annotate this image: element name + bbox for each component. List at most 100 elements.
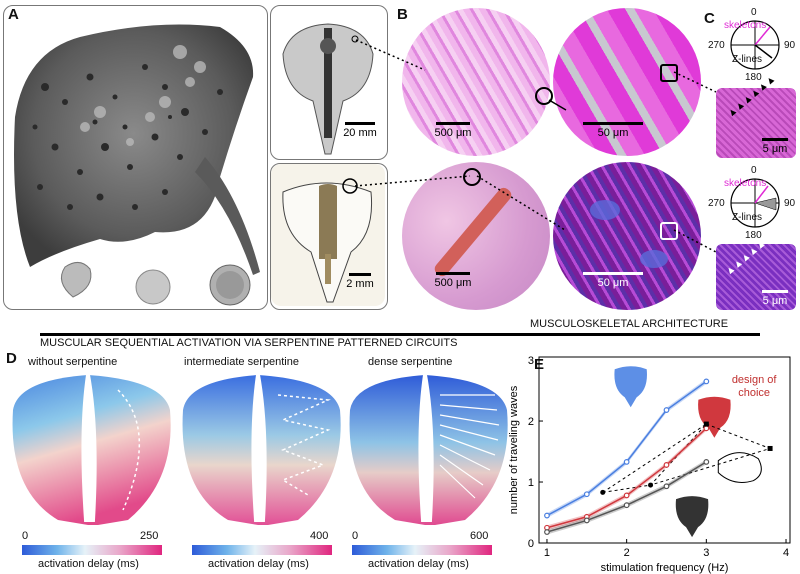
robot-ray-image — [271, 164, 385, 306]
series-0-point — [623, 458, 630, 465]
series-2-point — [623, 502, 630, 509]
zline-closeup-top — [716, 88, 796, 158]
panel-b-letter: B — [397, 6, 408, 23]
series-1-point — [623, 492, 630, 499]
colorbar-1-max: 250 — [140, 530, 159, 542]
y-tick-label: 3 — [528, 355, 534, 367]
fin-title-dense: dense serpentine — [368, 356, 453, 368]
series-1-point — [703, 425, 710, 432]
ray-outline-image — [282, 23, 374, 155]
blue-fin-icon — [614, 366, 647, 408]
panel-a-letter: A — [8, 6, 19, 23]
y-tick-label: 0 — [528, 538, 534, 550]
histology-top-high-mag — [553, 8, 701, 156]
panel-d-letter: D — [6, 350, 17, 367]
fin-title-intermediate: intermediate serpentine — [184, 356, 299, 368]
series-2-point — [703, 458, 710, 465]
series-0-point — [583, 491, 590, 498]
nucleus-blob — [640, 250, 668, 268]
red-fin-icon — [698, 396, 731, 438]
black-fin-icon — [675, 496, 709, 538]
scalebar-2mm: 2 mm — [340, 273, 380, 290]
section-divider — [40, 333, 760, 336]
scalebar-2mm-label: 2 mm — [346, 278, 374, 290]
marker-point — [703, 421, 709, 427]
scalebar-500um-bottom: 500 μm — [428, 272, 478, 289]
nucleus-blob — [590, 200, 620, 220]
zoom-marker-circle — [463, 168, 481, 186]
compass-bottom — [730, 178, 780, 228]
zoom-marker-square — [660, 222, 678, 240]
marker-point — [648, 482, 654, 488]
compass-top-180: 180 — [745, 72, 762, 83]
y-tick-label: 2 — [528, 416, 534, 428]
compass-top-0: 0 — [751, 7, 757, 18]
compass-top-skeletons: skeletons — [724, 20, 767, 31]
series-0-point — [663, 407, 670, 413]
x-tick-label: 3 — [703, 547, 709, 559]
scalebar-5um-top-label: 5 μm — [762, 143, 788, 155]
colorbar-3 — [352, 545, 492, 555]
compass-top-270: 270 — [708, 40, 725, 51]
compass-bottom-zlines: Z-lines — [732, 212, 763, 223]
design-of-choice-annotation: design of choice — [732, 374, 778, 399]
x-axis-label: stimulation frequency (Hz) — [601, 562, 729, 574]
fin-title-without: without serpentine — [28, 356, 118, 368]
colorbar-1-label: activation delay (ms) — [38, 558, 139, 570]
scalebar-500um-top-label: 500 μm — [434, 127, 472, 139]
series-0-point — [544, 512, 550, 519]
zoom-marker-circle — [535, 87, 553, 105]
scalebar-50um-bottom: 50 μm — [578, 272, 648, 289]
scalebar-5um-bottom: 5 μm — [755, 290, 795, 307]
marker-point — [600, 489, 606, 495]
x-tick-label: 2 — [624, 547, 630, 559]
dashed-connector — [602, 423, 707, 493]
fin-without-serpentine — [12, 374, 171, 525]
x-tick-label: 1 — [544, 547, 550, 559]
histology-top-low-mag — [402, 8, 550, 156]
colorbar-3-min: 0 — [352, 530, 359, 542]
colorbar-1-min: 0 — [22, 530, 29, 542]
colorbar-2-label: activation delay (ms) — [208, 558, 309, 570]
colorbar-1 — [22, 545, 162, 555]
colorbar-3-max: 600 — [470, 530, 489, 542]
scalebar-500um-bottom-label: 500 μm — [434, 277, 472, 289]
compass-top-zlines: Z-lines — [732, 54, 763, 65]
compass-bottom-270: 270 — [708, 198, 725, 209]
scalebar-20mm: 20 mm — [340, 122, 380, 139]
compass-top — [730, 20, 780, 70]
panel-c-letter: C — [704, 10, 715, 27]
compass-bottom-180: 180 — [745, 230, 762, 241]
series-0-point — [703, 378, 710, 385]
musculoskeletal-header: MUSCULOSKELETAL ARCHITECTURE — [530, 318, 729, 330]
fin-intermediate-serpentine — [182, 374, 341, 525]
y-axis-label: number of traveling waves — [508, 385, 520, 514]
fin-dense-serpentine — [349, 374, 508, 525]
scalebar-500um-top: 500 μm — [428, 122, 478, 139]
colorbar-3-label: activation delay (ms) — [368, 558, 469, 570]
connector-lines — [354, 39, 717, 253]
scalebar-50um-bottom-label: 50 μm — [597, 277, 629, 289]
scalebar-20mm-label: 20 mm — [343, 127, 377, 139]
zoom-marker-square — [660, 64, 678, 82]
series-2-point — [663, 483, 670, 490]
muscular-header: MUSCULAR SEQUENTIAL ACTIVATION VIA SERPE… — [40, 337, 458, 349]
colorbar-2 — [192, 545, 332, 555]
series-2-point — [583, 517, 590, 524]
marker-point — [767, 445, 773, 451]
compass-bottom-0: 0 — [751, 165, 757, 176]
y-tick-label: 1 — [528, 477, 534, 489]
scalebar-5um-top: 5 μm — [755, 138, 795, 155]
scalebar-50um-top: 50 μm — [578, 122, 648, 139]
stingray-xray-image — [14, 24, 260, 306]
zline-closeup-bottom — [716, 244, 796, 310]
compass-top-90: 90 — [784, 40, 796, 51]
scalebar-50um-top-label: 50 μm — [597, 127, 629, 139]
x-tick-label: 4 — [783, 547, 789, 559]
colorbar-2-max: 400 — [310, 530, 329, 542]
sketch-ray-icon — [717, 452, 762, 483]
series-1-point — [663, 462, 670, 468]
compass-bottom-skeletons: skeletons — [724, 178, 767, 189]
scalebar-5um-bottom-label: 5 μm — [762, 295, 788, 307]
plot-frame — [538, 356, 791, 544]
